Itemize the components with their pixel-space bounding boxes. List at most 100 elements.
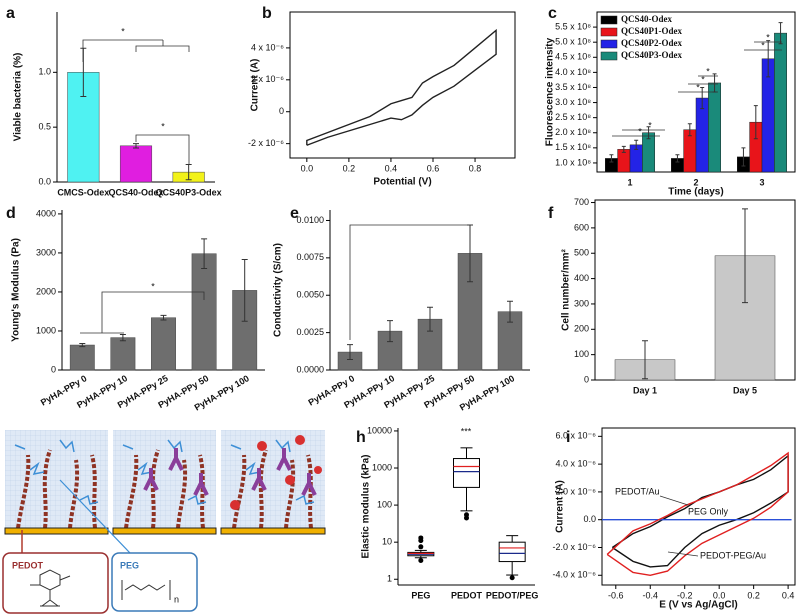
y-tick-label: -2 x 10⁻⁶ bbox=[248, 138, 284, 148]
error-bar bbox=[79, 342, 86, 348]
error-bar bbox=[609, 154, 614, 163]
y-tick-label: 2000 bbox=[36, 286, 56, 296]
y-tick-label: 0.0100 bbox=[296, 215, 324, 225]
y-tick-label: 2.5 x 10⁸ bbox=[555, 112, 591, 122]
legend-swatch bbox=[600, 27, 618, 37]
significance-mark: * bbox=[761, 40, 765, 50]
panel-label: a bbox=[6, 5, 15, 22]
legend-label: QCS40P2-Odex bbox=[621, 38, 683, 48]
series-label: PEDOT/Au bbox=[615, 486, 660, 496]
significance-mark: * bbox=[696, 82, 700, 92]
panel-label: i bbox=[566, 429, 570, 446]
y-tick-label: 0.0025 bbox=[296, 327, 324, 337]
x-axis-title: Potential (V) bbox=[373, 177, 431, 188]
x-tick-label: PEDOT/PEG bbox=[486, 590, 539, 600]
legend-label: QCS40P1-Odex bbox=[621, 26, 683, 36]
y-tick-label: 2.0 x 10⁻⁶ bbox=[556, 486, 597, 496]
x-tick-label: QCS40-Odex bbox=[108, 187, 163, 197]
error-bar bbox=[634, 139, 639, 150]
series-label: PEG Only bbox=[688, 506, 729, 516]
error-bar bbox=[675, 154, 680, 163]
y-tick-label: 4.0 x 10⁸ bbox=[555, 67, 591, 77]
error-bar bbox=[201, 238, 208, 270]
error-bar bbox=[387, 320, 393, 343]
y-tick-label: 0 bbox=[51, 364, 56, 374]
x-tick-label: 0.8 bbox=[469, 163, 482, 173]
x-tick-label: Day 1 bbox=[633, 385, 657, 395]
x-axis-title: E (V vs Ag/AgCl) bbox=[659, 600, 738, 611]
crosslinkers bbox=[143, 448, 317, 496]
y-tick-label: 0 bbox=[279, 106, 284, 116]
y-tick-label: 0.0 bbox=[38, 176, 51, 186]
error-bar bbox=[766, 40, 771, 78]
y-tick-label: 0.5 bbox=[38, 122, 51, 132]
panel-label: f bbox=[548, 205, 554, 222]
x-tick-label: 0.2 bbox=[343, 163, 356, 173]
y-tick-label: 0 bbox=[584, 374, 589, 384]
outlier bbox=[418, 558, 424, 564]
panel-label: d bbox=[6, 205, 16, 222]
y-tick-label: 100 bbox=[574, 349, 589, 359]
x-tick-label: 2 bbox=[693, 177, 698, 187]
x-tick-label: 0.4 bbox=[385, 163, 398, 173]
bar bbox=[151, 317, 176, 371]
panel-label: c bbox=[548, 5, 557, 22]
pedot-chains bbox=[16, 449, 313, 529]
y-tick-label: 0.0075 bbox=[296, 252, 324, 262]
x-tick-label: 0.2 bbox=[747, 590, 760, 600]
repeat-label: n bbox=[174, 594, 179, 604]
error-bar bbox=[241, 259, 248, 322]
error-bar bbox=[347, 344, 353, 361]
significance-mark: * bbox=[151, 281, 155, 291]
significance-mark: * bbox=[648, 120, 652, 130]
legend-label: QCS40-Odex bbox=[621, 14, 673, 24]
peg-box bbox=[111, 552, 198, 612]
y-tick-label: 10000 bbox=[367, 425, 392, 435]
peg-chains bbox=[14, 439, 315, 505]
particles bbox=[230, 435, 322, 510]
significance-bracket bbox=[101, 291, 205, 333]
x-tick-label: -0.4 bbox=[642, 590, 658, 600]
outlier bbox=[509, 575, 515, 581]
y-tick-label: 400 bbox=[574, 273, 589, 283]
y-tick-label: 0.0 bbox=[583, 514, 596, 524]
y-tick-label: 10 bbox=[382, 537, 392, 547]
box bbox=[498, 541, 526, 563]
error-bar bbox=[133, 143, 139, 149]
bar bbox=[69, 344, 95, 371]
pointer bbox=[667, 551, 699, 557]
x-tick-label: 1 bbox=[627, 177, 632, 187]
x-tick-label: CMCS-Odex bbox=[57, 187, 109, 197]
error-bar bbox=[741, 147, 746, 167]
legend-label: QCS40P3-Odex bbox=[621, 50, 683, 60]
significance-bracket bbox=[135, 45, 190, 52]
y-tick-label: 1.5 x 10⁸ bbox=[555, 142, 591, 152]
error-bar bbox=[742, 208, 748, 304]
panel-label: h bbox=[356, 429, 366, 446]
y-tick-label: 1.0 x 10⁸ bbox=[555, 157, 591, 167]
y-tick-label: 5.5 x 10⁸ bbox=[555, 21, 591, 31]
series-label: PEDOT-PEG/Au bbox=[700, 550, 766, 560]
box bbox=[453, 458, 480, 488]
pedot-structure bbox=[30, 569, 71, 607]
significance-mark: * bbox=[121, 26, 125, 36]
x-tick-label: Day 5 bbox=[733, 385, 757, 395]
hydrogel-panel bbox=[113, 430, 216, 528]
pointer bbox=[659, 495, 689, 506]
connector bbox=[59, 479, 131, 554]
plot-frame bbox=[289, 11, 516, 159]
significance-mark: * bbox=[161, 121, 165, 131]
y-tick-label: 200 bbox=[574, 324, 589, 334]
outlier bbox=[464, 515, 469, 521]
x-tick-label: PEG bbox=[411, 590, 430, 600]
panel-label: e bbox=[290, 205, 299, 222]
x-tick-label: -0.2 bbox=[677, 590, 693, 600]
error-bar bbox=[646, 126, 651, 140]
error-bar bbox=[700, 86, 705, 110]
y-tick-label: 1000 bbox=[36, 325, 56, 335]
legend-swatch bbox=[600, 39, 618, 49]
y-tick-label: 0.0000 bbox=[296, 364, 324, 374]
x-tick-label: PEDOT bbox=[451, 590, 483, 600]
significance-bracket bbox=[135, 134, 190, 165]
